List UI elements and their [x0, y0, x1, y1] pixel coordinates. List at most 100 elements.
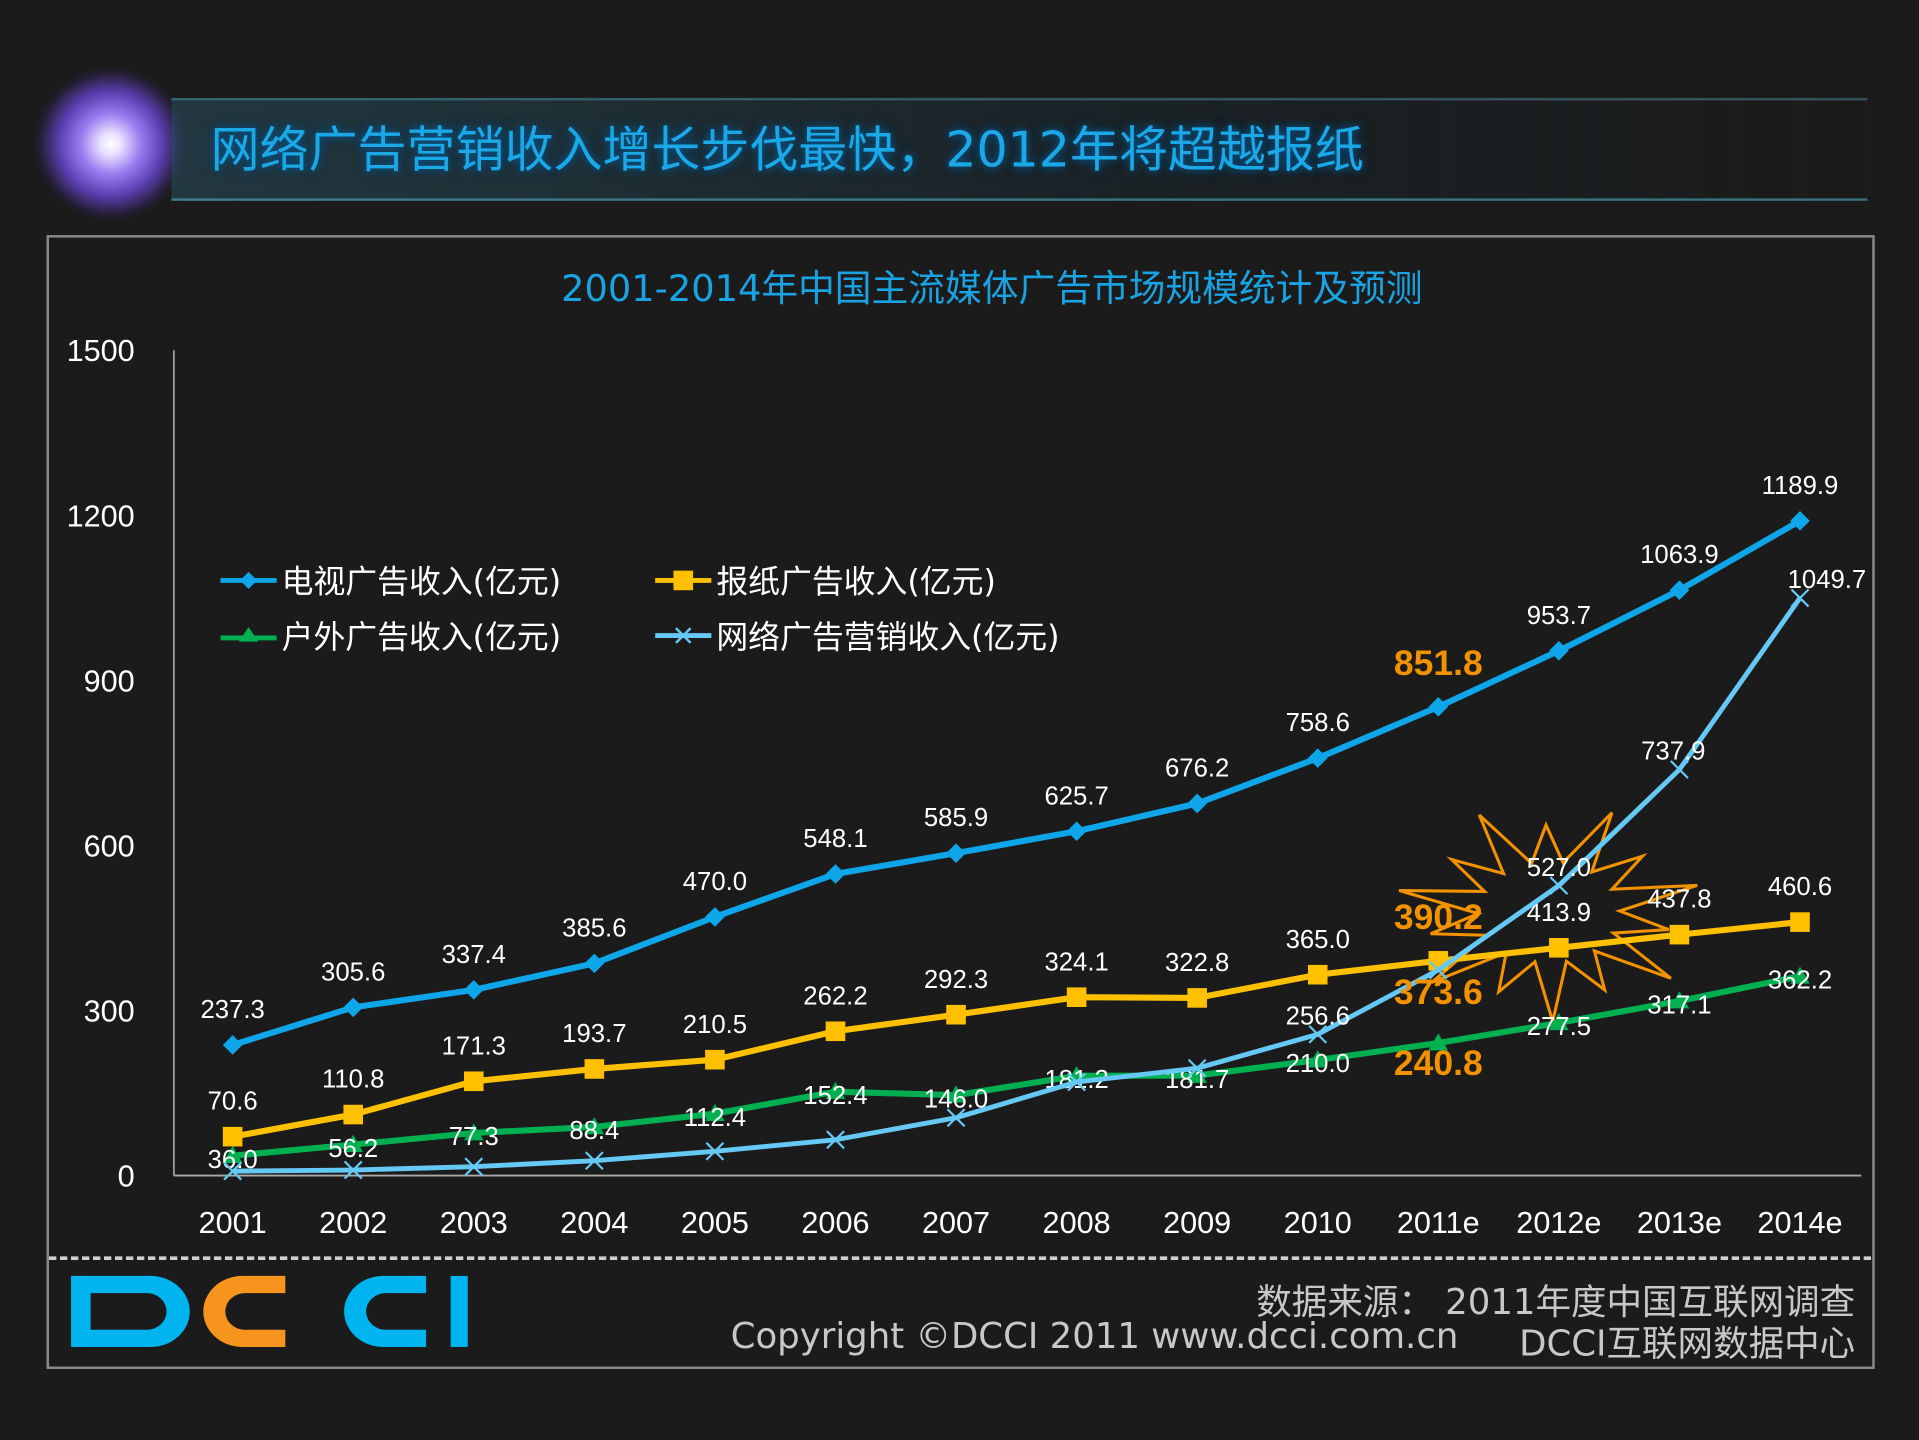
data-point-square: [1549, 937, 1569, 958]
x-tick-label: 2001: [199, 1206, 267, 1240]
data-point-x: [1428, 960, 1448, 980]
data-label: 324.1: [1044, 948, 1108, 976]
data-point-x: [223, 1161, 243, 1181]
legend-label: 报纸广告收入(亿元): [716, 564, 996, 602]
data-point-x: [826, 1130, 845, 1150]
data-point-square: [946, 1004, 966, 1025]
data-label: 237.3: [200, 996, 264, 1024]
data-point-triangle: [463, 1123, 484, 1141]
x-tick-label: 2013e: [1637, 1206, 1722, 1240]
legend-square-icon: [655, 570, 712, 590]
series-line: [232, 596, 1802, 1174]
data-label: 256.6: [1286, 1003, 1350, 1031]
x-tick-label: 2014e: [1757, 1206, 1842, 1240]
data-point-triangle: [705, 1103, 725, 1122]
data-point-x: [1187, 1058, 1207, 1078]
dcci-logo: [71, 1275, 468, 1347]
data-label: 548.1: [803, 825, 867, 853]
data-point-square: [222, 1126, 243, 1147]
legend-item-tv: 电视广告收入(亿元): [220, 557, 561, 602]
starburst-callout: [1398, 811, 1698, 1028]
y-tick-label: 300: [84, 994, 135, 1028]
data-label: 758.6: [1286, 709, 1350, 737]
data-source: 数据来源： 2011年度中国互联网调查: [1256, 1280, 1856, 1323]
legend-diamond-icon: [220, 571, 277, 589]
data-label: 322.8: [1165, 949, 1229, 977]
data-label: 365.0: [1286, 926, 1350, 954]
data-point-triangle: [1187, 1065, 1207, 1083]
page-title: 网络广告营销收入增长步伐最快，2012年将超越报纸: [210, 122, 1364, 179]
data-label: 337.4: [442, 941, 506, 969]
chart-title: 2001-2014年中国主流媒体广告市场规模统计及预测: [561, 268, 1423, 312]
y-tick-label: 600: [84, 829, 135, 863]
data-point-diamond: [343, 997, 364, 1018]
data-point-x: [1670, 760, 1689, 779]
series-line: [232, 919, 1801, 1140]
data-point-square: [705, 1049, 725, 1070]
y-tick-label: 900: [84, 664, 135, 698]
x-tick-label: 2011e: [1397, 1206, 1480, 1240]
data-label: 262.2: [803, 982, 867, 1010]
data-point-triangle: [1669, 991, 1690, 1009]
data-label: 210.0: [1286, 1050, 1350, 1078]
data-point-diamond: [1428, 697, 1449, 717]
legend-x-icon: [655, 626, 712, 644]
data-point-triangle: [946, 1085, 966, 1103]
x-tick-label: 2012e: [1516, 1206, 1601, 1240]
data-point-x: [946, 1108, 966, 1128]
data-point-diamond: [222, 1035, 243, 1055]
copyright: Copyright ©DCCI 2011 www.dcci.com.cn: [730, 1315, 1459, 1357]
data-point-diamond: [1066, 821, 1087, 842]
footer-divider: [48, 1256, 1872, 1261]
data-label-highlight: 240.8: [1394, 1043, 1483, 1083]
data-label: 362.2: [1768, 966, 1832, 994]
data-point-x: [1308, 1024, 1328, 1044]
data-label: 70.6: [208, 1088, 258, 1116]
data-label: 676.2: [1165, 755, 1229, 783]
data-label: 193.7: [562, 1020, 626, 1048]
data-label: 737.9: [1641, 738, 1705, 766]
y-tick-label: 1500: [67, 334, 135, 368]
data-point-triangle: [1066, 1066, 1087, 1084]
x-tick-label: 2002: [319, 1206, 387, 1240]
data-label-highlight: 373.6: [1394, 972, 1483, 1012]
data-point-square: [1307, 964, 1328, 985]
data-label: 171.3: [442, 1032, 506, 1060]
data-label: 152.4: [803, 1082, 867, 1110]
data-label-highlight: 390.2: [1394, 897, 1483, 937]
legend-label: 电视广告收入(亿元): [281, 564, 562, 602]
data-label: 953.7: [1527, 602, 1591, 630]
x-tick-label: 2004: [560, 1206, 628, 1240]
data-point-diamond: [1187, 793, 1207, 814]
data-point-triangle: [222, 1145, 243, 1164]
data-point-triangle: [1307, 1050, 1328, 1068]
x-tick-label: 2006: [801, 1206, 869, 1240]
data-label: 527.0: [1527, 854, 1591, 882]
data-point-triangle: [584, 1117, 605, 1135]
legend-label: 户外广告收入(亿元): [281, 619, 562, 657]
legend-item-online: 网络广告营销收入(亿元): [655, 612, 1060, 657]
data-point-triangle: [1549, 1013, 1569, 1031]
data-label: 317.1: [1647, 991, 1711, 1019]
series-line: [232, 973, 1801, 1159]
data-label: 146.0: [924, 1085, 988, 1113]
data-point-diamond: [825, 864, 846, 884]
data-point-diamond: [705, 907, 725, 927]
data-label: 625.7: [1044, 782, 1108, 810]
data-point-square: [825, 1021, 846, 1042]
data-label: 437.8: [1647, 886, 1711, 914]
legend-label: 网络广告营销收入(亿元): [716, 619, 1060, 657]
data-label: 460.6: [1768, 873, 1832, 901]
glow-orb-decoration: [34, 67, 188, 221]
data-label: 470.0: [683, 868, 747, 896]
data-label: 277.5: [1527, 1013, 1591, 1041]
data-label: 88.4: [569, 1117, 619, 1145]
data-point-square: [343, 1104, 364, 1125]
x-tick-label: 2009: [1163, 1206, 1231, 1240]
series-line: [231, 518, 1802, 1048]
legend-item-newspaper: 报纸广告收入(亿元): [655, 557, 996, 602]
x-tick-label: 2008: [1043, 1206, 1111, 1240]
logo-letter-i: [450, 1275, 468, 1347]
data-label: 112.4: [684, 1104, 746, 1132]
data-label: 1189.9: [1762, 472, 1839, 500]
